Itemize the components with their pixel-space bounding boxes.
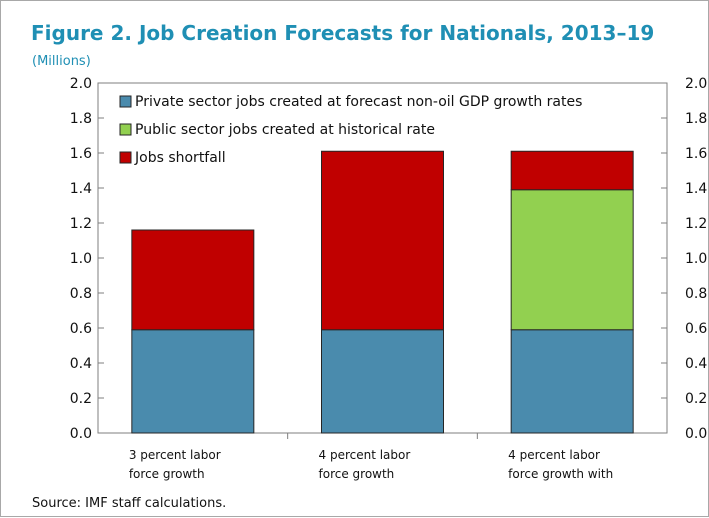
bar-segment	[321, 150, 444, 331]
legend-label: Jobs shortfall	[134, 150, 226, 166]
x-tick-label: 3 percent labor	[129, 448, 221, 462]
y-tick-label-left: 1.4	[70, 181, 92, 197]
x-tick-label: force growth	[129, 467, 205, 481]
y-tick-label-left: 0.6	[70, 321, 92, 337]
y-tick-label-left: 2.0	[70, 76, 92, 92]
y-tick-label-left: 1.2	[70, 216, 92, 232]
x-tick-label: force growth with	[508, 467, 613, 481]
y-tick-label-left: 1.6	[70, 146, 92, 162]
bar-segment	[510, 189, 634, 331]
y-tick-label-left: 0.2	[70, 391, 92, 407]
y-tick-label-right: 1.2	[685, 216, 707, 232]
y-tick-label-left: 0.4	[70, 356, 92, 372]
y-tick-label-left: 0.0	[70, 426, 92, 442]
source-note: Source: IMF staff calculations.	[32, 496, 227, 511]
y-tick-label-right: 0.0	[685, 426, 707, 442]
bar-segment	[510, 329, 634, 434]
bar-segment	[131, 229, 255, 331]
y-tick-label-left: 0.8	[70, 286, 92, 302]
bar-segment	[321, 329, 444, 434]
units-label: (Millions)	[32, 54, 91, 69]
legend-swatch	[119, 123, 132, 136]
figure-title: Figure 2. Job Creation Forecasts for Nat…	[31, 21, 655, 45]
bar-segment	[510, 150, 634, 191]
y-tick-label-right: 0.2	[685, 391, 707, 407]
legend-label: Private sector jobs created at forecast …	[135, 94, 582, 110]
y-tick-label-right: 0.4	[685, 356, 707, 372]
y-tick-label-right: 2.0	[685, 76, 707, 92]
y-tick-label-left: 1.8	[70, 111, 92, 127]
y-tick-label-right: 1.8	[685, 111, 707, 127]
bar-segment	[131, 329, 255, 434]
legend-swatch	[119, 151, 132, 164]
y-tick-label-right: 1.6	[685, 146, 707, 162]
y-tick-label-right: 0.6	[685, 321, 707, 337]
x-tick-label: 4 percent labor	[319, 448, 411, 462]
y-tick-label-right: 1.4	[685, 181, 707, 197]
y-tick-label-right: 0.8	[685, 286, 707, 302]
legend-label: Public sector jobs created at historical…	[135, 122, 435, 138]
x-tick-label: 4 percent labor	[508, 448, 600, 462]
legend-swatch	[119, 95, 132, 108]
y-tick-label-right: 1.0	[685, 251, 707, 267]
y-tick-label-left: 1.0	[70, 251, 92, 267]
x-tick-label: force growth	[319, 467, 395, 481]
